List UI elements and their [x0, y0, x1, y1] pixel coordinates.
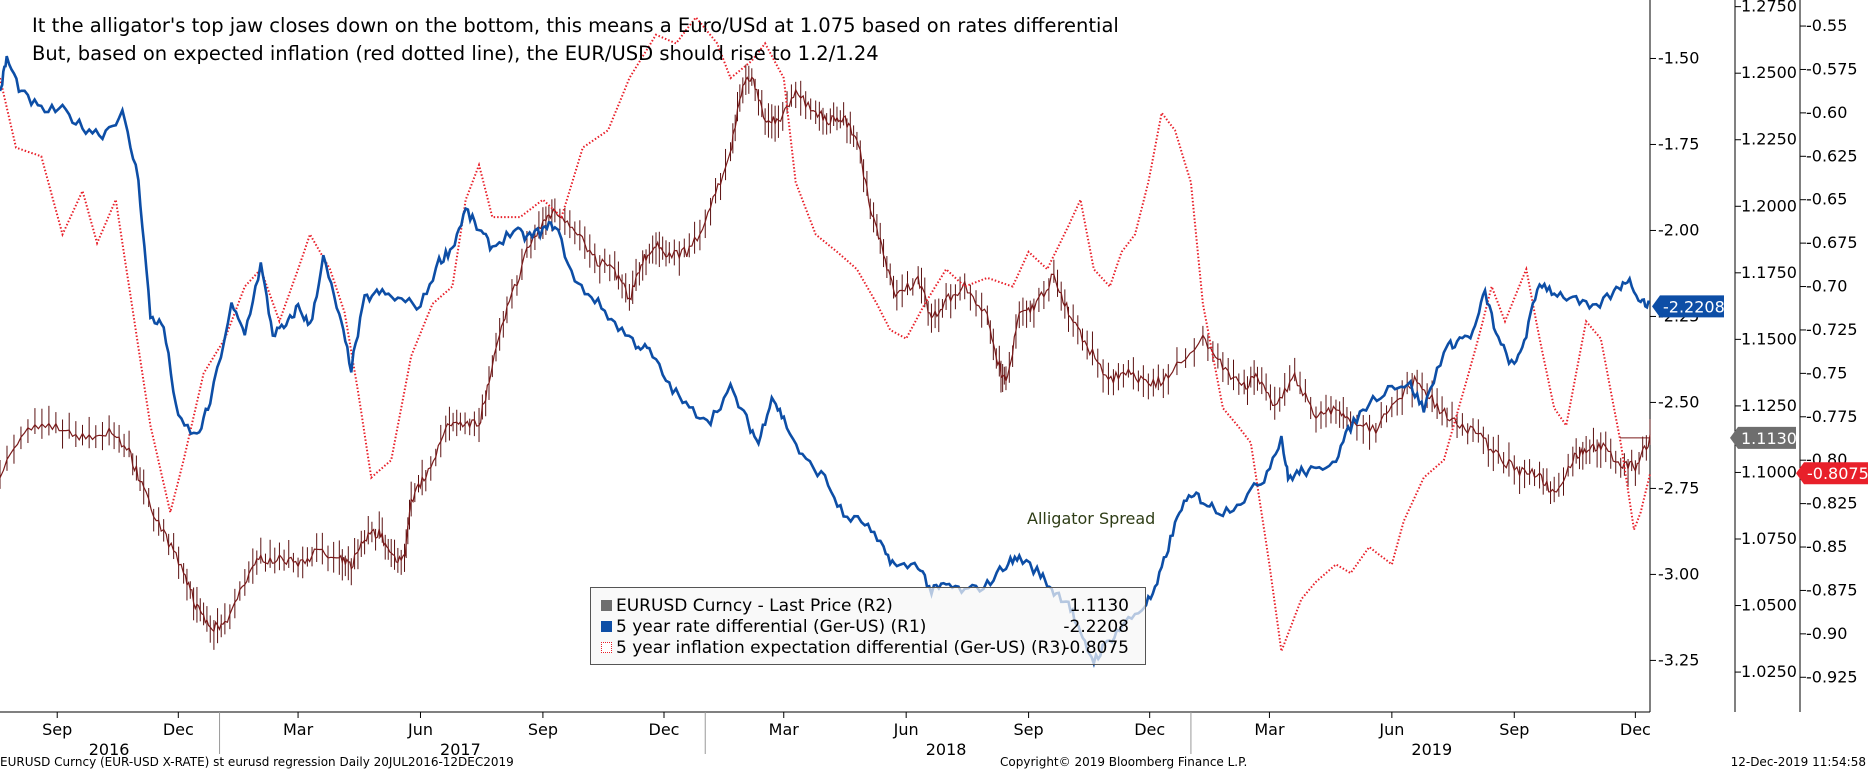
tick-label-r1: -2.75 [1658, 478, 1699, 497]
tick-label-r1: -3.00 [1658, 564, 1699, 583]
x-year-label: 2018 [926, 740, 967, 759]
axes: -1.50-1.75-2.00-2.25-2.50-2.75-3.00-3.25… [42, 0, 1857, 759]
tick-label-r2: 1.0750 [1741, 529, 1797, 548]
tick-label-r3: -0.60 [1806, 103, 1847, 122]
x-tick-label: Mar [1254, 720, 1285, 739]
tick-label-r2: 1.2000 [1741, 196, 1797, 215]
last-value-tag-text: 1.1130 [1741, 429, 1797, 448]
annotation-line-2: But, based on expected inflation (red do… [32, 42, 879, 65]
legend: EURUSD Curncy - Last Price (R2) 1.1130 5… [590, 587, 1146, 665]
inflation-series [0, 15, 1651, 652]
tick-label-r2: 1.1500 [1741, 329, 1797, 348]
tick-label-r3: -0.675 [1806, 233, 1858, 252]
x-tick-label: Jun [893, 720, 919, 739]
tick-label-r2: 1.0250 [1741, 662, 1797, 681]
x-tick-label: Dec [163, 720, 194, 739]
rate-differential-series [0, 55, 1651, 669]
last-value-tag-text: -0.8075 [1807, 464, 1869, 483]
footer-copyright: Copyright© 2019 Bloomberg Finance L.P. [1000, 755, 1248, 769]
tick-label-r3: -0.55 [1806, 16, 1847, 35]
alligator-spread-label: Alligator Spread [1027, 509, 1155, 528]
x-year-label: 2019 [1411, 740, 1452, 759]
tick-label-r3: -0.625 [1806, 146, 1858, 165]
legend-swatch-blue [601, 621, 612, 632]
x-tick-label: Jun [407, 720, 433, 739]
chart-frame [0, 0, 1801, 713]
last-value-tag: -0.8075 [1796, 462, 1869, 485]
x-tick-label: Dec [1134, 720, 1165, 739]
tick-label-r3: -0.925 [1806, 667, 1858, 686]
x-tick-label: Dec [1620, 720, 1651, 739]
tick-label-r3: -0.85 [1806, 537, 1847, 556]
x-tick-label: Mar [769, 720, 800, 739]
legend-value: 1.1130 [1069, 596, 1129, 616]
tick-label-r3: -0.65 [1806, 190, 1847, 209]
tick-label-r2: 1.1250 [1741, 396, 1797, 415]
legend-swatch-gray [601, 600, 612, 611]
legend-value: -2.2208 [1063, 617, 1129, 637]
tick-label-r1: -3.25 [1658, 650, 1699, 669]
x-tick-label: Sep [528, 720, 558, 739]
legend-value: -0.8075 [1063, 638, 1129, 658]
last-value-tag: -2.2208 [1652, 295, 1725, 318]
tick-label-r2: 1.1000 [1741, 462, 1797, 481]
x-year-label: 2017 [440, 740, 481, 759]
legend-item-inflation-expectation: 5 year inflation expectation differentia… [601, 638, 1137, 658]
legend-item-rate-differential: 5 year rate differential (Ger-US) (R1) -… [601, 617, 1137, 637]
tick-label-r3: -0.575 [1806, 59, 1858, 78]
tick-label-r1: -2.00 [1658, 220, 1699, 239]
tick-label-r1: -1.75 [1658, 134, 1699, 153]
legend-label: EURUSD Curncy - Last Price (R2) [616, 596, 893, 616]
tick-label-r3: -0.70 [1806, 277, 1847, 296]
last-value-tag-box [1730, 426, 1796, 449]
inflation-line [0, 15, 1651, 652]
last-value-tag-text: -2.2208 [1663, 297, 1725, 316]
legend-item-eurusd: EURUSD Curncy - Last Price (R2) 1.1130 [601, 596, 1137, 616]
footer-security-description: EURUSD Curncy (EUR-USD X-RATE) st eurusd… [0, 755, 514, 769]
x-tick-label: Dec [649, 720, 680, 739]
tick-label-r3: -0.875 [1806, 580, 1858, 599]
last-value-tag: 1.1130 [1730, 426, 1797, 449]
legend-swatch-red-dotted [601, 642, 612, 653]
annotation-line-1: It the alligator's top jaw closes down o… [32, 14, 1119, 37]
tick-label-r2: 1.0500 [1741, 596, 1797, 615]
eurusd-line [0, 76, 1651, 633]
tick-label-r3: -0.90 [1806, 624, 1847, 643]
tick-label-r2: 1.2750 [1741, 0, 1797, 16]
x-tick-label: Sep [1499, 720, 1529, 739]
tick-label-r2: 1.2250 [1741, 130, 1797, 149]
x-year-label: 2016 [89, 740, 130, 759]
tick-label-r1: -1.50 [1658, 48, 1699, 67]
tick-label-r1: -2.50 [1658, 392, 1699, 411]
legend-label: 5 year rate differential (Ger-US) (R1) [616, 617, 927, 637]
x-tick-label: Mar [283, 720, 314, 739]
last-value-tag-box [1652, 295, 1724, 318]
last-value-tags: -2.2208 1.1130 -0.8075 [1620, 295, 1869, 485]
x-tick-label: Sep [42, 720, 72, 739]
rate-differential-line [0, 55, 1651, 669]
footer-timestamp: 12-Dec-2019 11:54:58 [1730, 755, 1866, 769]
last-value-tag-box [1796, 462, 1868, 485]
eurusd-series [0, 64, 1651, 650]
tick-label-r3: -0.725 [1806, 320, 1858, 339]
legend-label: 5 year inflation expectation differentia… [616, 638, 1067, 658]
x-tick-label: Jun [1378, 720, 1404, 739]
tick-label-r2: 1.2500 [1741, 63, 1797, 82]
tick-label-r3: -0.825 [1806, 494, 1858, 513]
tick-label-r3: -0.775 [1806, 407, 1858, 426]
tick-label-r3: -0.75 [1806, 363, 1847, 382]
x-tick-label: Sep [1014, 720, 1044, 739]
tick-label-r2: 1.1750 [1741, 263, 1797, 282]
